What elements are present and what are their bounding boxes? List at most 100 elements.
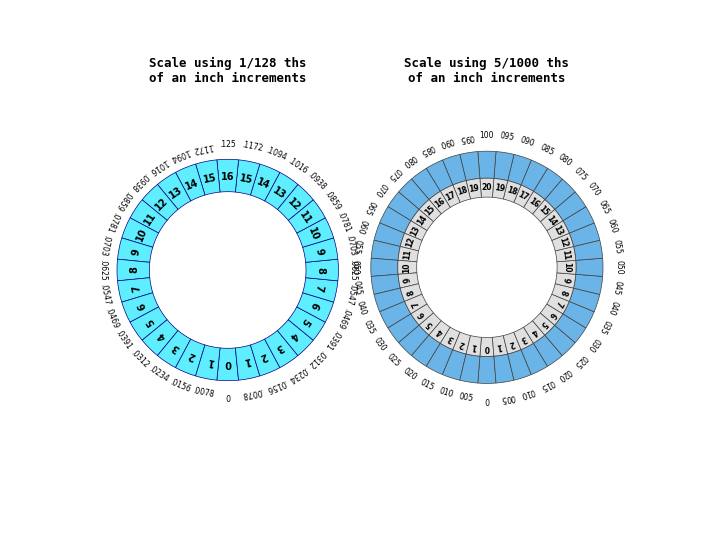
Wedge shape bbox=[555, 273, 576, 288]
Text: .1016: .1016 bbox=[286, 156, 309, 176]
Text: 16: 16 bbox=[433, 196, 447, 210]
Text: .0547: .0547 bbox=[344, 283, 357, 306]
Text: 050: 050 bbox=[351, 260, 360, 275]
Text: 065: 065 bbox=[597, 199, 611, 216]
Text: 6: 6 bbox=[307, 301, 320, 310]
Wedge shape bbox=[217, 348, 238, 381]
Text: 5: 5 bbox=[426, 319, 436, 329]
Text: .0391: .0391 bbox=[114, 328, 133, 351]
Wedge shape bbox=[508, 154, 531, 185]
Text: 045: 045 bbox=[611, 280, 623, 296]
Text: 11: 11 bbox=[561, 249, 571, 261]
Text: 12: 12 bbox=[405, 236, 417, 249]
Text: 10: 10 bbox=[135, 226, 149, 242]
Wedge shape bbox=[503, 332, 521, 354]
Text: 055: 055 bbox=[611, 239, 623, 255]
Wedge shape bbox=[523, 321, 545, 343]
Wedge shape bbox=[412, 335, 441, 366]
Text: 090: 090 bbox=[438, 136, 454, 148]
Text: 14: 14 bbox=[184, 177, 200, 191]
Text: 6: 6 bbox=[546, 309, 557, 319]
Text: Scale using 1/128 ths
of an inch increments: Scale using 1/128 ths of an inch increme… bbox=[149, 57, 307, 85]
Wedge shape bbox=[371, 274, 400, 294]
Wedge shape bbox=[397, 260, 417, 274]
Wedge shape bbox=[379, 301, 411, 328]
Wedge shape bbox=[441, 185, 460, 207]
Text: .0625: .0625 bbox=[98, 259, 107, 281]
Text: 15: 15 bbox=[423, 204, 437, 218]
Wedge shape bbox=[540, 304, 563, 325]
Text: 035: 035 bbox=[597, 319, 611, 336]
Wedge shape bbox=[371, 258, 398, 276]
Wedge shape bbox=[176, 164, 205, 201]
Text: 030: 030 bbox=[585, 336, 601, 353]
Wedge shape bbox=[503, 181, 521, 202]
Text: 9: 9 bbox=[561, 276, 571, 283]
Wedge shape bbox=[176, 339, 205, 376]
Text: 7: 7 bbox=[313, 284, 324, 292]
Wedge shape bbox=[521, 160, 548, 191]
Wedge shape bbox=[534, 335, 562, 366]
Wedge shape bbox=[443, 349, 466, 380]
Wedge shape bbox=[302, 278, 338, 302]
Wedge shape bbox=[492, 335, 508, 356]
Text: 095: 095 bbox=[459, 132, 474, 143]
Text: .0547: .0547 bbox=[98, 283, 112, 306]
Text: 2: 2 bbox=[187, 350, 197, 362]
Text: 075: 075 bbox=[385, 166, 402, 183]
Wedge shape bbox=[563, 207, 594, 233]
Wedge shape bbox=[411, 210, 433, 231]
Wedge shape bbox=[419, 313, 441, 335]
Wedge shape bbox=[426, 160, 453, 191]
Text: 0: 0 bbox=[225, 391, 230, 400]
Wedge shape bbox=[480, 338, 494, 356]
Text: 15: 15 bbox=[202, 173, 217, 185]
Text: 4: 4 bbox=[529, 327, 539, 337]
Wedge shape bbox=[297, 218, 333, 247]
Wedge shape bbox=[460, 152, 480, 181]
Text: 16: 16 bbox=[221, 172, 235, 182]
Text: 095: 095 bbox=[500, 132, 516, 143]
Wedge shape bbox=[574, 240, 603, 260]
Text: .0234: .0234 bbox=[147, 364, 170, 384]
Wedge shape bbox=[235, 160, 260, 195]
Wedge shape bbox=[122, 218, 158, 247]
Text: 0: 0 bbox=[485, 395, 490, 403]
Text: 13: 13 bbox=[409, 224, 422, 238]
Text: 070: 070 bbox=[585, 181, 601, 198]
Text: 040: 040 bbox=[355, 300, 368, 316]
Text: 080: 080 bbox=[401, 153, 418, 168]
Wedge shape bbox=[117, 238, 153, 262]
Text: 19: 19 bbox=[493, 183, 505, 194]
Wedge shape bbox=[196, 160, 220, 195]
Text: .0625: .0625 bbox=[348, 259, 358, 281]
Text: .0156: .0156 bbox=[264, 377, 287, 394]
Text: 065: 065 bbox=[362, 199, 377, 216]
Text: 13: 13 bbox=[168, 185, 184, 201]
Wedge shape bbox=[251, 164, 280, 201]
Wedge shape bbox=[426, 343, 453, 375]
Text: 12: 12 bbox=[153, 196, 171, 213]
Text: .1094: .1094 bbox=[168, 146, 192, 163]
Text: 1: 1 bbox=[496, 341, 503, 351]
Wedge shape bbox=[554, 192, 586, 221]
Text: 10: 10 bbox=[562, 262, 572, 273]
Text: .1016: .1016 bbox=[147, 156, 170, 176]
Text: 025: 025 bbox=[572, 352, 588, 369]
Text: 11: 11 bbox=[143, 210, 158, 227]
Wedge shape bbox=[117, 278, 153, 302]
Wedge shape bbox=[552, 284, 574, 301]
Wedge shape bbox=[576, 258, 603, 276]
Wedge shape bbox=[494, 152, 514, 181]
Wedge shape bbox=[399, 325, 429, 355]
Wedge shape bbox=[398, 246, 418, 262]
Text: 2: 2 bbox=[508, 338, 516, 348]
Wedge shape bbox=[374, 223, 405, 246]
Text: .0078: .0078 bbox=[240, 386, 264, 400]
Text: .1094: .1094 bbox=[264, 146, 287, 163]
Wedge shape bbox=[419, 200, 441, 222]
Text: 8: 8 bbox=[315, 267, 325, 273]
Wedge shape bbox=[480, 178, 494, 197]
Wedge shape bbox=[555, 246, 576, 262]
Text: .0078: .0078 bbox=[192, 386, 215, 400]
